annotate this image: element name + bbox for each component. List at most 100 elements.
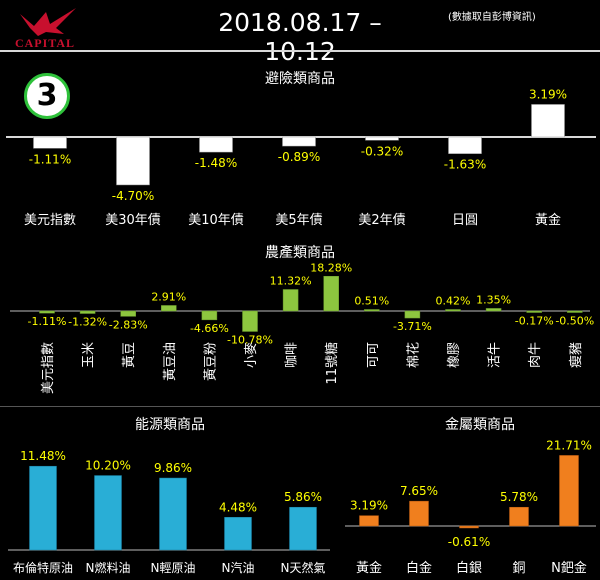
category-label-metals: 白金 — [406, 560, 432, 576]
bar-agri — [567, 310, 583, 313]
value-label-agri: -1.32% — [68, 316, 107, 329]
value-label-metals: 5.78% — [500, 490, 538, 504]
bar-agri — [282, 289, 299, 312]
bar-energy — [29, 465, 57, 551]
bar-safe-haven — [116, 136, 150, 186]
category-label-agri: 玉米 — [82, 342, 97, 368]
value-label-agri: -10.78% — [227, 333, 273, 346]
category-label-agri: 小麥 — [243, 342, 259, 368]
value-label-safe-haven: -0.89% — [278, 150, 320, 164]
bar-agri — [201, 310, 218, 321]
category-label-safe-haven: 美10年債 — [188, 213, 244, 228]
category-label-energy: N汽油 — [222, 560, 255, 575]
value-label-agri: 0.51% — [354, 295, 389, 308]
value-label-energy: 10.20% — [85, 459, 131, 473]
category-label-safe-haven: 美元指數 — [24, 213, 76, 228]
category-label-safe-haven: 日圓 — [452, 213, 478, 228]
date-range-title: 2018.08.17 – 10.12 — [218, 8, 382, 66]
category-label-energy: 布倫特原油 — [13, 560, 73, 575]
bar-energy — [224, 517, 252, 551]
value-label-agri: 18.28% — [310, 261, 352, 274]
category-label-agri: 活牛 — [488, 342, 503, 368]
value-label-safe-haven: -1.48% — [195, 156, 237, 170]
bar-agri — [526, 310, 542, 313]
value-label-energy: 5.86% — [284, 490, 322, 504]
value-label-safe-haven: -0.32% — [361, 144, 403, 158]
category-label-safe-haven: 美30年債 — [105, 213, 161, 228]
value-label-safe-haven: 3.19% — [529, 87, 567, 101]
chart-title-metals: 金屬類商品 — [445, 417, 515, 433]
bar-safe-haven — [199, 136, 233, 153]
category-label-agri: 肉牛 — [528, 342, 543, 368]
bar-energy — [159, 477, 187, 551]
source-note: (數據取自彭博資訊) — [448, 12, 536, 23]
value-label-safe-haven: -4.70% — [112, 189, 154, 203]
bar-metals — [509, 506, 529, 527]
bar-metals — [559, 455, 579, 527]
value-label-agri: 11.32% — [270, 274, 312, 287]
value-label-agri: 2.91% — [151, 290, 186, 303]
value-label-agri: -4.66% — [190, 322, 229, 335]
category-label-energy: N燃料油 — [86, 560, 131, 575]
bar-agri — [39, 310, 55, 314]
value-label-agri: 1.35% — [476, 293, 511, 306]
category-label-agri: 咖啡 — [285, 342, 300, 368]
category-label-agri: 黃豆油 — [163, 342, 178, 381]
category-label-agri: 棉花 — [405, 342, 421, 368]
category-label-agri: 瘦豬 — [568, 342, 584, 368]
value-label-agri: -0.17% — [515, 315, 554, 328]
section-number-badge: 3 — [24, 73, 70, 119]
value-label-energy: 9.86% — [154, 461, 192, 475]
category-label-energy: N輕原油 — [151, 561, 196, 575]
value-label-metals: 21.71% — [546, 438, 592, 452]
value-label-metals: -0.61% — [448, 535, 490, 549]
value-label-metals: 3.19% — [350, 499, 388, 513]
category-label-metals: 銅 — [512, 561, 525, 576]
value-label-agri: 0.42% — [436, 295, 471, 308]
chart-title-agri: 農產類商品 — [265, 245, 335, 261]
bar-agri — [79, 310, 96, 314]
bar-metals — [359, 515, 379, 527]
bar-agri — [161, 305, 177, 312]
bar-agri — [445, 309, 461, 312]
category-label-agri: 美元指數 — [41, 342, 56, 394]
category-label-metals: 白銀 — [456, 560, 482, 576]
chart-title-energy: 能源類商品 — [135, 417, 205, 433]
category-label-agri: 橡膠 — [447, 342, 462, 368]
bar-metals — [409, 500, 429, 527]
value-label-energy: 11.48% — [20, 449, 66, 463]
bar-metals — [459, 525, 479, 529]
bar-safe-haven — [282, 136, 316, 147]
bar-agri — [364, 309, 380, 312]
bar-safe-haven — [365, 136, 399, 141]
category-label-metals: 黃金 — [356, 560, 382, 576]
category-label-agri: 黃豆粉 — [203, 342, 218, 381]
category-label-agri: 可可 — [366, 342, 381, 368]
middle-divider — [0, 406, 600, 407]
value-label-agri: -3.71% — [393, 320, 432, 333]
value-label-agri: -1.11% — [28, 315, 67, 328]
category-label-energy: N天然氣 — [281, 560, 326, 575]
value-label-safe-haven: -1.63% — [444, 158, 486, 172]
category-label-safe-haven: 美2年債 — [358, 213, 405, 228]
category-label-safe-haven: 美5年債 — [275, 213, 322, 228]
category-label-agri: 11號糖 — [324, 342, 340, 385]
category-label-metals: N鈀金 — [551, 560, 587, 576]
chart-title-safe-haven: 避險類商品 — [265, 71, 335, 87]
bar-agri — [323, 276, 339, 312]
category-label-agri: 黃豆 — [122, 342, 137, 368]
value-label-safe-haven: -1.11% — [29, 152, 71, 166]
logo-text: CAPITAL — [14, 36, 76, 50]
bar-energy — [289, 506, 317, 551]
bar-agri — [485, 308, 502, 312]
header-divider — [0, 50, 600, 52]
bar-agri — [404, 310, 421, 319]
bar-safe-haven — [448, 136, 482, 154]
value-label-agri: -0.50% — [555, 315, 594, 328]
bar-energy — [94, 475, 122, 551]
bar-agri — [242, 310, 258, 332]
bar-safe-haven — [33, 136, 67, 149]
bar-agri — [120, 310, 136, 317]
